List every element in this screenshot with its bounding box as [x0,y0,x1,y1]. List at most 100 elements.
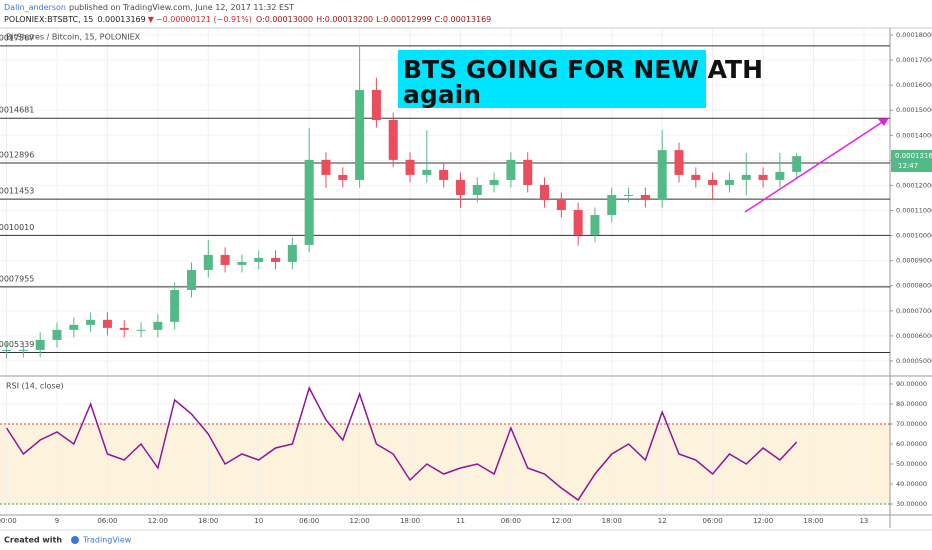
candle-body [624,194,634,196]
x-tick-label: 10 [254,517,263,525]
brand-logo [71,536,79,544]
candle-body [439,169,449,180]
trend-arrowhead [878,118,889,126]
candle-body [136,329,146,331]
published: published on TradingView.com, June 12, 2… [69,3,294,12]
high: H:0.00013200 [316,15,373,24]
x-tick-label: 00:00 [0,517,17,525]
annotation-box [398,50,706,108]
candle-body [506,159,516,180]
candle-body [792,156,802,172]
last-price: 0.00013169 [97,15,145,24]
y-tick-label: 0.00007000 [896,307,932,315]
symbol-line: POLONIEX:BTSBTC, 15 0.00013169 ▼ −0.0000012… [4,15,491,24]
y-tick-label: 0.00011000 [896,207,932,215]
y-tick-label: 60.00000 [896,440,927,448]
x-tick-label: 12:00 [350,517,370,525]
x-tick-label: 13 [859,517,868,525]
candle-body [775,171,785,180]
level-label: 0.00005339 [0,340,34,349]
candle-body [388,120,398,160]
x-tick-label: 06:00 [97,517,117,525]
change: −0.00000121 (−0.91%) [156,15,252,24]
y-tick-label: 0.00017000 [896,56,932,64]
x-tick-label: 18:00 [602,517,622,525]
candle-body [355,89,365,180]
footer-created: Created with [4,536,62,545]
candle-body [304,159,314,245]
candle-body [321,159,331,175]
candle-body [220,254,230,265]
down-arrow: ▼ [148,15,155,24]
chart-title: BitShares / Bitcoin, 15, POLONIEX [6,33,141,42]
y-tick-label: 0.00018000 [896,31,932,39]
y-tick-label: 0.00006000 [896,332,932,340]
candle-body [556,199,566,211]
x-tick-label: 12:00 [753,517,773,525]
x-tick-label: 06:00 [299,517,319,525]
y-tick-label: 0.00014000 [896,131,932,139]
x-tick-label: 9 [55,517,59,525]
candle-body [52,329,62,340]
candle-body [153,321,163,330]
annotation-line: again [403,80,481,109]
candle-body [607,194,617,216]
x-tick-label: 12:00 [148,517,168,525]
rsi-line [5,386,798,502]
level-label: 0.00014681 [0,106,34,115]
candle-body [741,174,751,180]
candle-body [170,290,180,322]
annotation-line: BTS GOING FOR NEW ATH [403,55,763,84]
candle-body [237,261,247,265]
last-price-tag-label: 0.00013169 [895,152,932,160]
level-label: 0.00012896 [0,150,34,159]
candle-body [69,324,79,330]
candle-body [338,174,348,180]
symbol: POLONIEX:BTSBTC, 15 [4,15,93,24]
x-tick-label: 18:00 [803,517,823,525]
candle-body [254,257,264,262]
marks: 0.00005000 0.00006000 0.00007000 0.00008000… [0,31,932,525]
candle-body [540,184,550,200]
candle-body [640,194,650,200]
y-tick-label: 0.00009000 [896,257,932,265]
x-tick-label: 12 [658,517,667,525]
rsi-title: RSI (14, close) [6,382,64,391]
candle-body [472,184,482,195]
x-tick-label: 11 [456,517,465,525]
candle-body [86,319,96,325]
x-tick-label: 06:00 [501,517,521,525]
y-tick-label: 0.00008000 [896,282,932,290]
grid [0,28,890,515]
y-tick-label: 80.00000 [896,400,927,408]
candle-body [573,210,583,235]
candle-body [590,215,600,235]
candle-body [271,257,281,262]
level-label: 0.00010010 [0,223,34,232]
candle-body [674,150,684,175]
candle-body [203,254,213,270]
y-tick-label: 30.00000 [896,500,927,508]
y-tick-label: 40.00000 [896,480,927,488]
trend-arrow [744,120,885,213]
low: L:0.00012999 [376,15,432,24]
x-tick-label: 12:00 [551,517,571,525]
candle-body [422,169,432,175]
rsi-band [0,424,890,504]
candle-body [758,174,768,180]
y-tick-label: 50.00000 [896,460,927,468]
candle-body [186,269,196,291]
y-tick-label: 0.00010000 [896,232,932,240]
author: Dalin_anderson [4,3,66,12]
candle-body [657,150,667,200]
candle-body [708,179,718,185]
footer-brand[interactable]: TradingView [82,536,132,545]
open: O:0.00013000 [256,15,313,24]
candle-body [455,179,465,195]
last-time-tag-label: 12:47 [898,162,918,170]
candle-body [523,159,533,185]
header-line: Dalin_anderson published on TradingView.c… [4,3,294,12]
y-tick-label: 0.00016000 [896,81,932,89]
